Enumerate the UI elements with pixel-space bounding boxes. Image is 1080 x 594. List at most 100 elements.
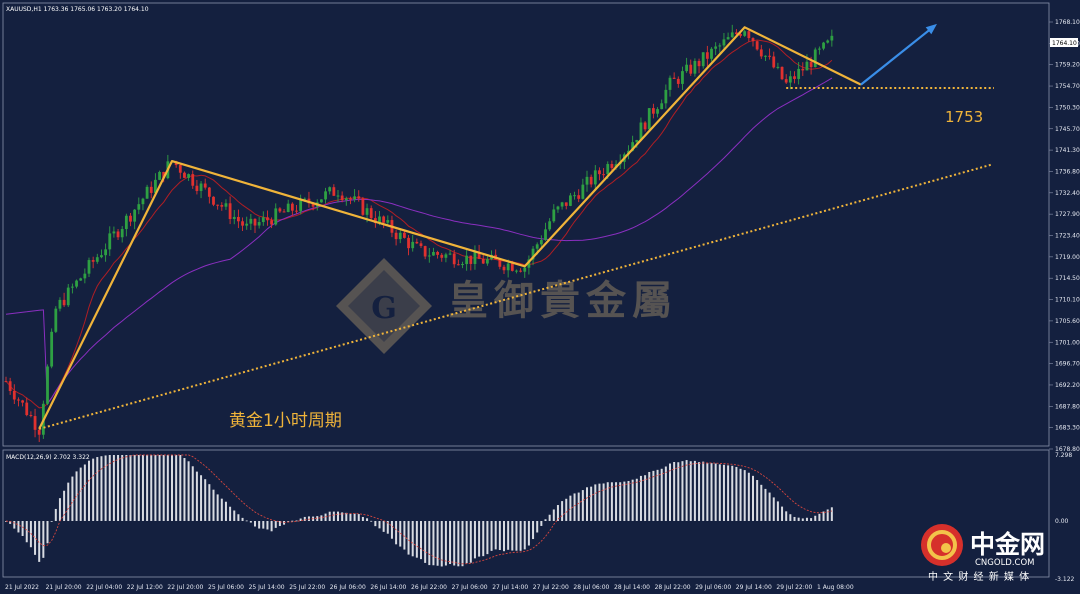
candle-body (274, 208, 278, 225)
candle-body (71, 286, 74, 288)
candle-body (33, 416, 37, 430)
candle-body (569, 195, 572, 206)
candle-body (290, 203, 294, 211)
candle-body (813, 49, 817, 68)
time-tick-label: 22 Jul 20:00 (167, 584, 203, 591)
candle-body (25, 402, 29, 416)
macd-tick-label: 0.00 (1055, 518, 1069, 525)
current-price-marker: 1764.10 (1050, 38, 1078, 47)
candle-body (747, 31, 751, 39)
candle-body (631, 142, 635, 151)
candle-body (751, 38, 755, 42)
candle-body (149, 186, 153, 193)
macd-bar (693, 460, 696, 521)
candle-body (266, 217, 269, 221)
candle-body (29, 415, 33, 417)
candle-body (257, 222, 261, 226)
price-tick-label: 1727.90 (1055, 211, 1080, 218)
macd-bar (648, 471, 651, 521)
candle-body (12, 390, 16, 400)
macd-bar (689, 461, 692, 521)
candle-body (212, 196, 215, 205)
candle-body (452, 253, 456, 265)
time-tick-label: 21 Jul 20:00 (46, 584, 82, 591)
candle-body (697, 60, 701, 67)
macd-bar (54, 508, 57, 521)
uptrend-dotted-line (38, 163, 993, 430)
candle-body (75, 280, 78, 287)
macd-histogram (5, 454, 833, 567)
macd-bar (303, 516, 306, 521)
candle-body (207, 187, 211, 197)
candle-body (643, 122, 647, 130)
macd-bar (735, 466, 738, 521)
candle-body (249, 218, 253, 224)
macd-bar (104, 455, 107, 521)
macd-bar (747, 472, 750, 521)
macd-bar (544, 519, 547, 521)
macd-bar (718, 464, 721, 521)
macd-bar (287, 521, 290, 522)
macd-bar (108, 455, 111, 521)
macd-bar (38, 521, 41, 562)
logo-name: 中金网 (970, 530, 1045, 559)
macd-bar (428, 521, 431, 566)
candle-body (436, 251, 439, 255)
macd-bar (341, 512, 344, 521)
macd-bar (785, 511, 788, 521)
macd-bar (366, 518, 369, 521)
candle-body (62, 299, 66, 306)
projection-arrow-head (925, 23, 937, 35)
logo-domain: CNGOLD.COM (975, 558, 1035, 568)
macd-bar (685, 460, 688, 521)
macd-bar (415, 521, 418, 558)
macd-bar (714, 463, 717, 521)
watermark-logo-icon: G (336, 258, 432, 354)
candle-body (544, 229, 547, 241)
macd-bar (112, 455, 115, 521)
macd-bar (698, 462, 701, 521)
macd-bar (332, 511, 335, 521)
candle-body (764, 55, 767, 57)
macd-bar (407, 521, 410, 555)
macd-bar (602, 483, 605, 521)
candle-body (772, 56, 776, 68)
candle-body (21, 400, 24, 403)
macd-bar (739, 468, 742, 521)
macd-bar (390, 521, 393, 539)
macd-bar (191, 466, 194, 521)
candle-body (469, 255, 473, 264)
candle-body (664, 89, 668, 104)
candle-body (361, 198, 365, 215)
price-tick-label: 1754.70 (1055, 83, 1080, 90)
macd-bar (457, 521, 460, 567)
candle-body (299, 199, 303, 212)
macd-bar (13, 521, 16, 529)
candle-body (560, 202, 564, 207)
candle-body (755, 41, 759, 50)
macd-bar (581, 490, 584, 521)
candle-body (137, 204, 141, 210)
macd-signal-line (5, 454, 832, 565)
candle-body (237, 216, 240, 222)
macd-bar (361, 516, 364, 521)
candle-body (552, 209, 556, 222)
candle-body (282, 211, 286, 213)
macd-bar (486, 521, 489, 555)
price-tick-label: 1683.30 (1055, 425, 1080, 432)
macd-bar (121, 455, 124, 521)
macd-bar (17, 521, 20, 533)
candle-body (17, 399, 20, 401)
macd-bar (639, 475, 642, 521)
macd-bar (656, 469, 659, 521)
candle-body (776, 66, 780, 68)
candle-body (589, 176, 593, 185)
macd-bar (258, 521, 261, 529)
candle-body (87, 260, 91, 274)
candle-body (108, 233, 112, 250)
candle-body (647, 108, 651, 130)
candle-body (818, 48, 821, 50)
macd-bar (171, 455, 173, 521)
time-tick-label: 27 Jul 06:00 (452, 584, 488, 591)
